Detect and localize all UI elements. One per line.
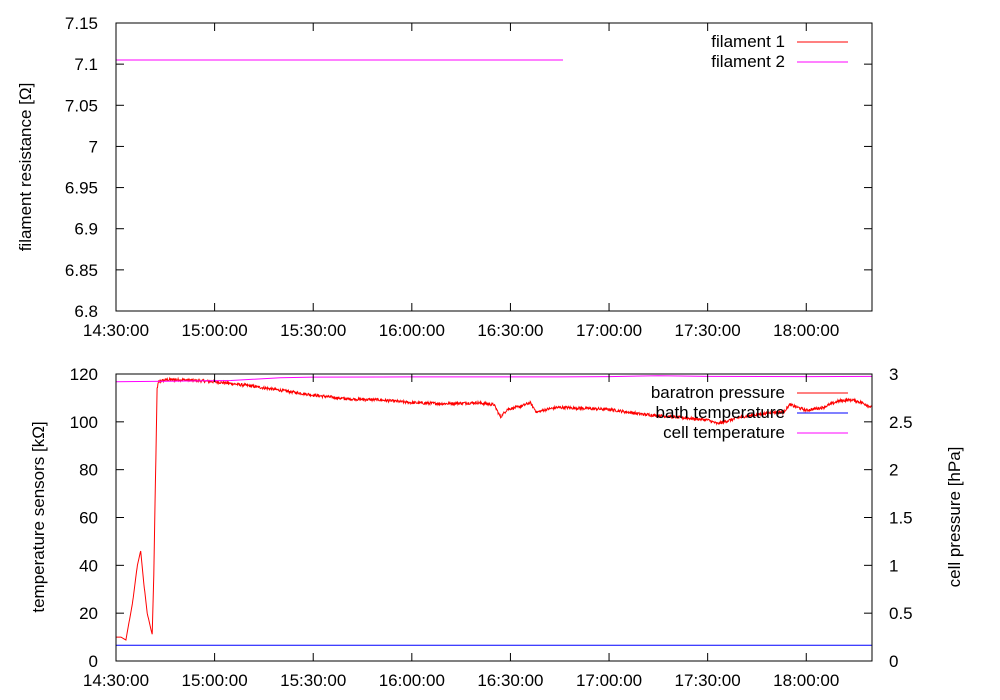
y2-tick-label: 0.5 xyxy=(889,604,913,623)
y-tick-label: 6.85 xyxy=(65,261,98,280)
x-tick-label: 16:30:00 xyxy=(477,671,543,690)
y-tick-label: 6.9 xyxy=(74,220,98,239)
x-tick-label: 15:30:00 xyxy=(280,321,346,340)
x-tick-label: 16:00:00 xyxy=(379,671,445,690)
x-tick-label: 18:00:00 xyxy=(773,321,839,340)
y-tick-label: 7.1 xyxy=(74,55,98,74)
x-tick-label: 15:00:00 xyxy=(182,321,248,340)
y2-tick-label: 3 xyxy=(889,365,898,384)
top-y-axis-label: filament resistance [Ω] xyxy=(16,83,35,252)
x-tick-label: 14:30:00 xyxy=(83,671,149,690)
bottom-y2-axis-label: cell pressure [hPa] xyxy=(945,447,964,588)
temperature-pressure-chart: 14:30:00 15:00:00 15:30:00 16:00:00 16:30:00… xyxy=(29,365,964,690)
y-tick-label: 6.95 xyxy=(65,179,98,198)
top-plot-frame xyxy=(115,22,873,312)
x-tick-label: 16:30:00 xyxy=(477,321,543,340)
y-tick-label: 7 xyxy=(89,137,98,156)
y2-tick-label: 0 xyxy=(889,652,898,671)
y-tick-label: 0 xyxy=(89,652,98,671)
x-tick-label: 15:00:00 xyxy=(182,671,248,690)
y-tick-label: 80 xyxy=(79,461,98,480)
x-tick-label: 18:00:00 xyxy=(773,671,839,690)
x-tick-label: 17:00:00 xyxy=(576,671,642,690)
y-tick-label: 7.15 xyxy=(65,14,98,33)
y2-tick-label: 2.5 xyxy=(889,413,913,432)
y-tick-label: 6.8 xyxy=(74,302,98,321)
y-tick-label: 60 xyxy=(79,509,98,528)
y-tick-label: 40 xyxy=(79,556,98,575)
x-tick-label: 15:30:00 xyxy=(280,671,346,690)
y-tick-label: 7.05 xyxy=(65,96,98,115)
x-tick-label: 16:00:00 xyxy=(379,321,445,340)
bottom-y-axis-label: temperature sensors [kΩ] xyxy=(29,421,48,612)
x-tick-label: 17:00:00 xyxy=(576,321,642,340)
x-tick-label: 17:30:00 xyxy=(675,671,741,690)
y-tick-label: 20 xyxy=(79,604,98,623)
legend-label: filament 2 xyxy=(711,52,785,71)
y2-tick-label: 1.5 xyxy=(889,509,913,528)
y2-tick-label: 1 xyxy=(889,556,898,575)
legend-label: baratron pressure xyxy=(651,383,785,402)
legend-label: bath temperature xyxy=(656,403,785,422)
x-tick-label: 17:30:00 xyxy=(675,321,741,340)
series-line-baratron-pressure xyxy=(116,376,873,641)
x-tick-label: 14:30:00 xyxy=(83,321,149,340)
legend-label: filament 1 xyxy=(711,32,785,51)
legend-label: cell temperature xyxy=(663,423,785,442)
y-tick-label: 120 xyxy=(70,365,98,384)
y2-tick-label: 2 xyxy=(889,461,898,480)
y-tick-label: 100 xyxy=(70,413,98,432)
series-line-cell-temperature xyxy=(115,375,873,383)
filament-resistance-chart: 14:30:00 15:00:00 15:30:00 16:00:00 16:30:00… xyxy=(16,14,873,340)
